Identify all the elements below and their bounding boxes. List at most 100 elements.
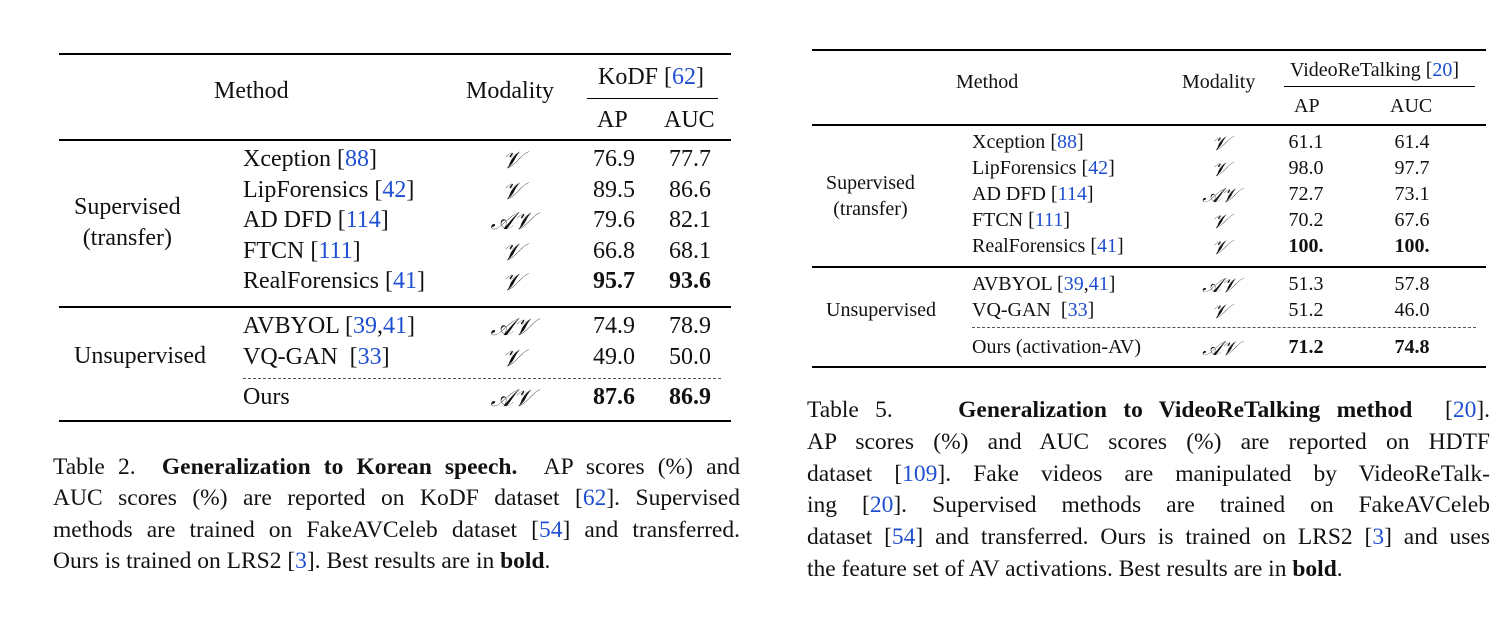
citation-link[interactable]: 42 <box>1088 157 1109 179</box>
citation-link[interactable]: 20 <box>1452 397 1477 423</box>
method-cell: LipForensics [42] <box>972 157 1115 179</box>
method-name: AVBYOL <box>972 273 1053 295</box>
ap-value: 89.5 <box>593 176 635 203</box>
group-label-unsupervised: Unsupervised <box>74 343 206 369</box>
modality-cell: 𝒱 <box>1211 299 1229 323</box>
ap-value: 98.0 <box>1288 157 1324 179</box>
citation-link[interactable]: 33 <box>1067 299 1088 321</box>
citation-link[interactable]: 3 <box>1372 524 1385 551</box>
citation-link[interactable]: 111 <box>318 237 353 264</box>
citation-link[interactable]: 20 <box>1432 59 1453 81</box>
citation-link[interactable]: 3 <box>295 547 307 574</box>
group-rule <box>59 306 731 308</box>
modality-cell: 𝒱 <box>502 237 522 266</box>
modality-cell: 𝒱 <box>1211 209 1229 233</box>
modality-cell: 𝒜𝒱 <box>490 207 534 235</box>
modality-cell: 𝒜𝒱 <box>490 313 534 341</box>
ap-value: 51.3 <box>1288 273 1324 295</box>
citation-link[interactable]: 62 <box>672 64 697 90</box>
modality-cell: 𝒱 <box>502 268 522 296</box>
modality-cell: 𝒜𝒱 <box>1202 183 1238 207</box>
method-name: Xception <box>243 146 331 172</box>
citation-link[interactable]: 41 <box>1096 235 1117 257</box>
modality-header: Modality <box>1182 71 1256 93</box>
group-label-supervised: Supervised (transfer) <box>826 172 915 220</box>
method-name: VQ-GAN <box>972 299 1051 321</box>
method-header: Method <box>214 78 289 104</box>
citation-link[interactable]: 114 <box>345 207 381 233</box>
method-name: Ours <box>243 384 290 410</box>
header-rule <box>812 124 1486 126</box>
bottom-rule <box>59 420 731 422</box>
citation-link[interactable]: 54 <box>538 516 563 543</box>
method-name: RealForensics <box>972 235 1086 257</box>
ap-value: 66.8 <box>593 237 635 264</box>
method-name: FTCN <box>972 209 1024 231</box>
dataset-header: KoDF [62] <box>598 64 705 90</box>
ap-value: 87.6 <box>593 384 635 410</box>
top-rule <box>59 53 731 55</box>
citation-link[interactable]: 42 <box>382 176 407 203</box>
ap-value: 71.2 <box>1288 336 1324 358</box>
dataset-name: KoDF <box>598 64 659 90</box>
auc-value: 100. <box>1394 235 1430 257</box>
ap-value: 61.1 <box>1288 131 1324 153</box>
ap-value: 51.2 <box>1288 299 1324 321</box>
citation-link[interactable]: 41 <box>383 313 408 339</box>
group-label-supervised: Supervised (transfer) <box>74 194 181 251</box>
ap-header: AP <box>597 107 628 133</box>
citation-link[interactable]: 41 <box>1088 273 1109 295</box>
citation-link[interactable]: 20 <box>869 492 894 519</box>
dataset-header: VideoReTalking [20] <box>1290 59 1460 81</box>
modality-cell: 𝒱 <box>1211 131 1229 155</box>
method-cell: LipForensics [42] <box>243 176 415 203</box>
method-name: LipForensics <box>972 157 1077 179</box>
citation-link[interactable]: 111 <box>1034 209 1064 231</box>
ap-value: 72.7 <box>1288 183 1324 205</box>
auc-value: 78.9 <box>669 313 711 339</box>
auc-value: 57.8 <box>1394 273 1430 295</box>
citation-link[interactable]: 114 <box>1057 183 1087 205</box>
method-cell: AD DFD [114] <box>243 207 389 233</box>
method-name: VQ-GAN <box>243 343 338 370</box>
group-label-unsupervised: Unsupervised <box>826 299 936 321</box>
citation-link[interactable]: 41 <box>392 268 417 294</box>
citation-link[interactable]: 62 <box>582 485 607 512</box>
dataset-rule <box>587 98 718 99</box>
method-cell: AVBYOL [39,41] <box>243 313 416 339</box>
method-name: RealForensics <box>243 268 379 294</box>
header-rule <box>59 139 731 141</box>
citation-link[interactable]: 33 <box>357 343 382 370</box>
auc-value: 50.0 <box>669 343 711 370</box>
bottom-rule <box>812 366 1486 368</box>
citation-link[interactable]: 88 <box>1056 131 1077 153</box>
ap-value: 95.7 <box>593 268 635 294</box>
citation-link[interactable]: 109 <box>902 460 938 487</box>
method-cell: FTCN [111] <box>972 209 1070 231</box>
method-name: Ours (activation-AV) <box>972 336 1142 358</box>
method-cell: Xception [88] <box>243 146 377 172</box>
top-rule <box>812 49 1486 51</box>
ap-value: 76.9 <box>593 146 635 172</box>
table-2: Method Modality KoDF [62] AP AUC Supervi… <box>53 53 740 574</box>
group-rule <box>812 266 1486 268</box>
citation-link[interactable]: 39 <box>1063 273 1084 295</box>
method-name: AVBYOL <box>243 313 340 339</box>
modality-cell: 𝒱 <box>502 146 522 174</box>
citation-link[interactable]: 39 <box>353 313 378 339</box>
citation-link[interactable]: 54 <box>891 524 916 551</box>
citation-link[interactable]: 88 <box>344 146 369 172</box>
auc-header: AUC <box>1390 95 1433 117</box>
ap-header: AP <box>1294 95 1320 117</box>
modality-header: Modality <box>466 78 554 104</box>
method-cell: RealForensics [41] <box>972 235 1124 257</box>
auc-value: 86.6 <box>669 176 711 203</box>
auc-value: 77.7 <box>669 146 711 172</box>
modality-cell: 𝒱 <box>1211 157 1229 181</box>
auc-value: 93.6 <box>669 268 711 294</box>
auc-value: 68.1 <box>669 237 711 264</box>
auc-value: 67.6 <box>1394 209 1430 231</box>
auc-value: 74.8 <box>1394 336 1430 358</box>
dashed-separator <box>972 327 1476 328</box>
